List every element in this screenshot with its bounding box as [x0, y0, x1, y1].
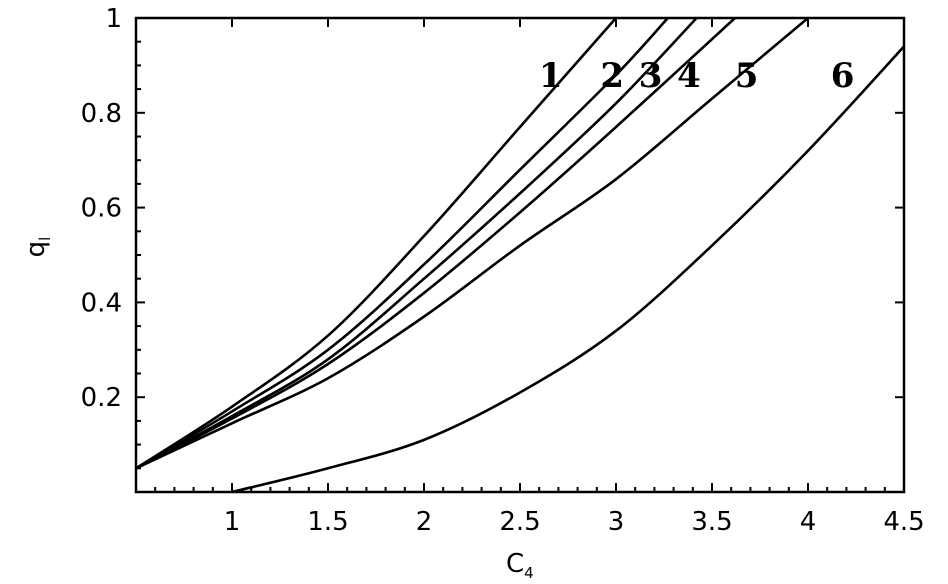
y-tick-label: 0.4	[81, 288, 122, 318]
x-tick-label: 4.5	[883, 507, 924, 537]
axis-ticks	[136, 17, 905, 492]
y-tick-label: 0.8	[81, 99, 122, 129]
curve-5	[135, 17, 809, 470]
curves	[135, 17, 905, 494]
x-tick-label: 2.5	[499, 507, 540, 537]
y-axis-title: ql	[21, 237, 54, 258]
y-tick-label: 0.2	[81, 383, 122, 413]
x-tick-label: 4	[800, 507, 817, 537]
curve-6	[231, 45, 905, 494]
curve-1	[135, 17, 617, 470]
x-tick-labels: 1 1.5 2 2.5 3 3.5 4 4.5	[224, 507, 925, 537]
x-tick-label: 3.5	[691, 507, 732, 537]
x-axis-title-subscript: 4	[524, 564, 534, 582]
x-axis-title-main: C	[506, 549, 524, 579]
curve-label-1: 1	[539, 56, 563, 96]
x-tick-label: 1	[224, 507, 241, 537]
curve-4	[135, 17, 736, 470]
curve-label-4: 4	[677, 56, 701, 96]
y-tick-labels: 0.2 0.4 0.6 0.8 1	[81, 4, 122, 413]
curve-label-2: 2	[600, 56, 624, 96]
curve-3	[135, 17, 698, 470]
x-tick-label: 2	[416, 507, 433, 537]
y-axis-title-subscript: l	[36, 237, 54, 241]
plot-frame	[134, 16, 906, 494]
curve-label-3: 3	[639, 56, 663, 96]
y-tick-label: 0.6	[81, 194, 122, 224]
y-axis-title-main: q	[21, 241, 51, 258]
x-tick-label: 1.5	[307, 507, 348, 537]
x-tick-label: 3	[608, 507, 625, 537]
curve-label-5: 5	[735, 56, 759, 96]
x-axis-title: C4	[506, 549, 534, 582]
curve-label-6: 6	[831, 56, 855, 96]
curve-2	[135, 17, 669, 470]
y-tick-label: 1	[105, 4, 122, 34]
